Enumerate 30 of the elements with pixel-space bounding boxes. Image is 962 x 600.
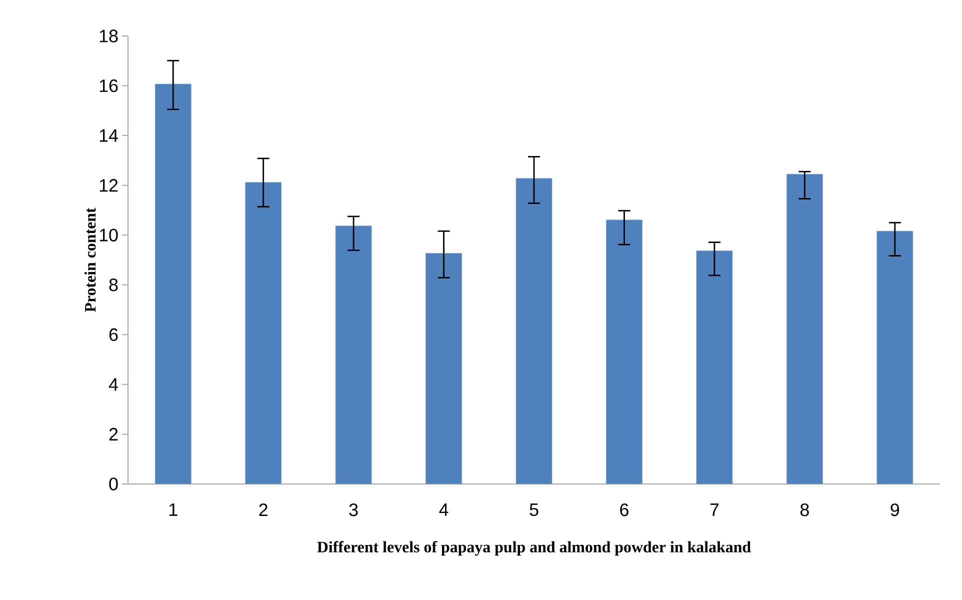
y-tick-label: 6 [109, 328, 118, 341]
x-tick-label: 7 [710, 504, 719, 516]
x-tick-label: 3 [349, 503, 358, 516]
bar [696, 250, 733, 484]
y-tick-label: 8 [109, 278, 118, 292]
x-tick-label: 4 [439, 504, 448, 516]
y-tick-label: 10 [100, 228, 118, 242]
x-tick-label: 1 [169, 504, 178, 516]
y-tick-label: 18 [100, 30, 118, 42]
x-tick-label: 8 [800, 503, 809, 516]
y-tick-label: 16 [100, 79, 118, 92]
bar [335, 226, 372, 484]
y-tick-label: 14 [100, 129, 118, 142]
bar [876, 230, 914, 484]
bar [245, 182, 282, 484]
bar [786, 174, 823, 484]
x-tick-label: 6 [620, 503, 628, 516]
y-axis-title: Protein content [84, 208, 96, 312]
y-tick-label: 12 [100, 179, 118, 192]
x-tick-label: 2 [259, 503, 268, 516]
bar [516, 178, 552, 484]
bar [606, 220, 642, 484]
y-tick-label: 4 [108, 378, 118, 391]
bar [426, 253, 462, 484]
y-tick-label: 2 [109, 428, 118, 440]
y-tick-label: 0 [109, 478, 118, 490]
x-axis-title: Different levels of papaya pulp and almond powder in kalakand [317, 541, 751, 556]
x-tick-label: 9 [890, 503, 900, 516]
x-tick-label: 5 [530, 504, 538, 516]
bar [154, 84, 192, 484]
